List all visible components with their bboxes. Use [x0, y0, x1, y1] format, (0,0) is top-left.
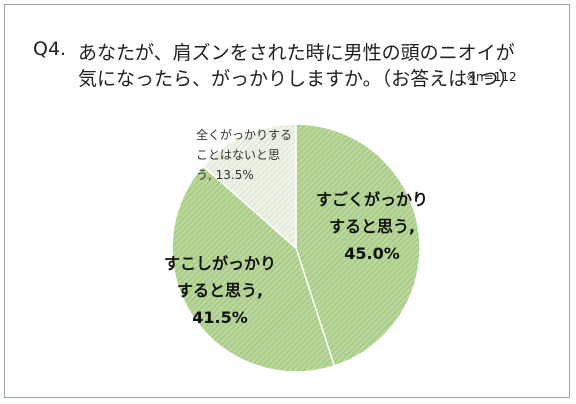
- slice-label-line: すると思う,: [328, 217, 416, 236]
- question-number: Q4.: [33, 38, 67, 60]
- question-text-line2: 気になったら、がっかりしますか。（お答えは1つ）: [78, 68, 518, 90]
- pie-slice-very-disappointed: [295, 123, 421, 367]
- slice-label-line: すると思う,: [176, 281, 264, 300]
- slice-label-line: すごくがっかり: [315, 190, 428, 209]
- slice-label-line: すこしがっかり: [163, 254, 276, 273]
- slice-label-line: ことはないと思: [196, 148, 281, 162]
- slice-label-very-disappointed: すごくがっかり すると思う, 45.0%: [300, 186, 444, 267]
- pie-slice-slightly-disappointed: [171, 164, 336, 373]
- pie-slice-not-disappointed: [201, 123, 297, 250]
- slice-label-line: 全くがっかりする: [196, 128, 293, 142]
- sample-size-note: ※n=112: [466, 70, 517, 84]
- slice-label-slightly-disappointed: すこしがっかり すると思う, 41.5%: [148, 250, 292, 331]
- slice-label-line: 45.0%: [344, 244, 400, 263]
- slice-label-not-disappointed: 全くがっかりする ことはないと思 う, 13.5%: [196, 125, 306, 185]
- question-text-line1: あなたが、肩ズンをされた時に男性の頭のニオイが: [78, 42, 515, 64]
- slice-label-line: 41.5%: [192, 308, 248, 327]
- slice-label-line: う, 13.5%: [196, 168, 254, 182]
